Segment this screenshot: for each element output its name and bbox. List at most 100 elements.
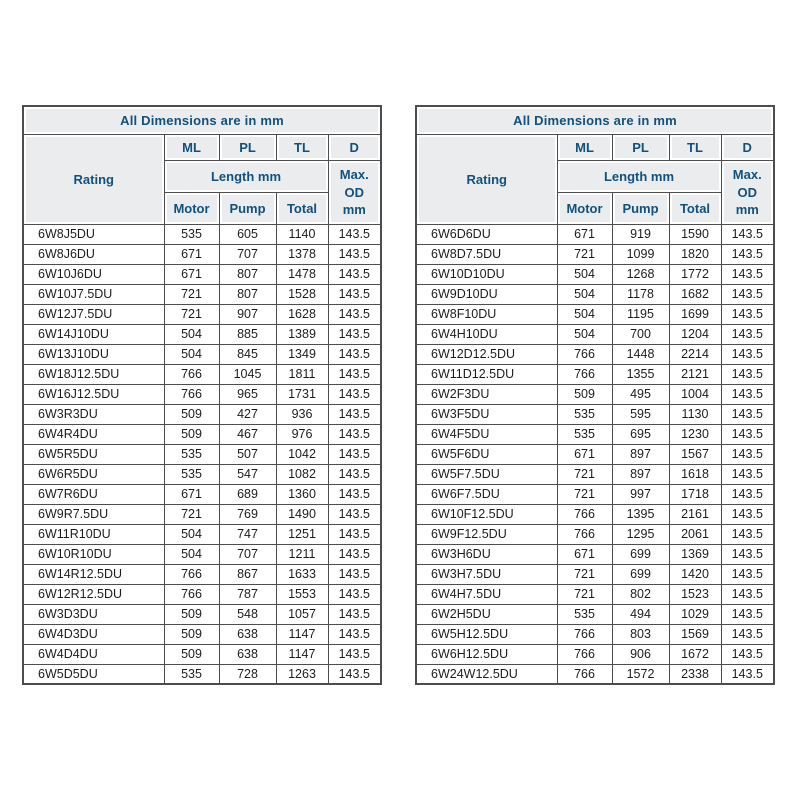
- max-od-cell: 143.5: [720, 363, 775, 385]
- motor-length-cell: 766: [556, 663, 613, 685]
- rating-cell: 6W9F12.5DU: [415, 523, 558, 545]
- motor-length-cell: 671: [163, 243, 220, 265]
- max-od-cell: 143.5: [720, 663, 775, 685]
- dimensions-table-right: All Dimensions are in mm Rating ML PL TL…: [415, 105, 775, 686]
- rating-cell: 6W6R5DU: [22, 463, 165, 485]
- table-row: 6W14J10DU 504 885 1389 143.5: [22, 323, 382, 345]
- rating-cell: 6W3D3DU: [22, 603, 165, 625]
- pump-length-cell: 689: [218, 483, 277, 505]
- motor-length-cell: 535: [163, 443, 220, 465]
- total-length-cell: 1204: [668, 323, 722, 345]
- rating-cell: 6W6F7.5DU: [415, 483, 558, 505]
- rating-cell: 6W9D10DU: [415, 283, 558, 305]
- col-header-motor: Motor: [163, 191, 220, 225]
- motor-length-cell: 535: [556, 423, 613, 445]
- max-od-cell: 143.5: [720, 543, 775, 565]
- total-length-cell: 2161: [668, 503, 722, 525]
- rating-cell: 6W3H6DU: [415, 543, 558, 565]
- caption-row: All Dimensions are in mm: [415, 105, 775, 135]
- motor-length-cell: 504: [556, 303, 613, 325]
- total-length-cell: 1420: [668, 563, 722, 585]
- total-length-cell: 2338: [668, 663, 722, 685]
- motor-length-cell: 766: [556, 523, 613, 545]
- motor-length-cell: 721: [163, 303, 220, 325]
- pump-length-cell: 897: [611, 443, 670, 465]
- header-row-length: Length mm Max. OD mm: [416, 160, 775, 225]
- pump-length-cell: 638: [218, 623, 277, 645]
- max-od-cell: 143.5: [720, 383, 775, 405]
- rating-cell: 6W2H5DU: [415, 603, 558, 625]
- total-length-cell: 1478: [275, 263, 329, 285]
- max-od-cell: 143.5: [720, 603, 775, 625]
- rating-cell: 6W10D10DU: [415, 263, 558, 285]
- rating-cell: 6W5F6DU: [415, 443, 558, 465]
- col-header-ml: ML: [163, 134, 220, 161]
- motor-length-cell: 766: [556, 363, 613, 385]
- table-row: 6W24W12.5DU 766 1572 2338 143.5: [415, 663, 775, 685]
- total-length-cell: 1140: [275, 223, 329, 245]
- motor-length-cell: 721: [556, 483, 613, 505]
- max-od-cell: 143.5: [327, 663, 382, 685]
- table-row: 6W3R3DU 509 427 936 143.5: [22, 403, 382, 425]
- motor-length-cell: 504: [163, 543, 220, 565]
- total-length-cell: 1590: [668, 223, 722, 245]
- header-row-length: Length mm Max. OD mm: [23, 160, 382, 225]
- max-od-cell: 143.5: [720, 483, 775, 505]
- motor-length-cell: 671: [556, 223, 613, 245]
- pump-length-cell: 507: [218, 443, 277, 465]
- max-od-cell: 143.5: [327, 223, 382, 245]
- max-od-cell: 143.5: [720, 583, 775, 605]
- rating-cell: 6W16J12.5DU: [22, 383, 165, 405]
- total-length-cell: 1029: [668, 603, 722, 625]
- rating-cell: 6W12R12.5DU: [22, 583, 165, 605]
- rating-cell: 6W8F10DU: [415, 303, 558, 325]
- motor-length-cell: 671: [163, 263, 220, 285]
- max-od-cell: 143.5: [327, 363, 382, 385]
- col-header-pl: PL: [218, 134, 277, 161]
- pump-length-cell: 495: [611, 383, 670, 405]
- motor-length-cell: 509: [163, 403, 220, 425]
- max-od-cell: 143.5: [720, 443, 775, 465]
- motor-length-cell: 504: [556, 263, 613, 285]
- col-header-tl: TL: [275, 134, 329, 161]
- total-length-cell: 1567: [668, 443, 722, 465]
- motor-length-cell: 721: [163, 503, 220, 525]
- max-od-cell: 143.5: [327, 263, 382, 285]
- total-length-cell: 1772: [668, 263, 722, 285]
- rating-cell: 6W5H12.5DU: [415, 623, 558, 645]
- max-od-cell: 143.5: [720, 423, 775, 445]
- pump-length-cell: 1355: [611, 363, 670, 385]
- total-length-cell: 1672: [668, 643, 722, 665]
- col-header-pump: Pump: [218, 191, 277, 225]
- max-od-cell: 143.5: [720, 263, 775, 285]
- total-length-cell: 1523: [668, 583, 722, 605]
- pump-length-cell: 1448: [611, 343, 670, 365]
- max-od-cell: 143.5: [720, 623, 775, 645]
- table-row: 6W12R12.5DU 766 787 1553 143.5: [22, 583, 382, 605]
- pump-length-cell: 700: [611, 323, 670, 345]
- rating-cell: 6W8D7.5DU: [415, 243, 558, 265]
- total-length-cell: 2061: [668, 523, 722, 545]
- motor-length-cell: 535: [163, 463, 220, 485]
- motor-length-cell: 721: [556, 243, 613, 265]
- max-od-cell: 143.5: [327, 603, 382, 625]
- rating-cell: 6W8J5DU: [22, 223, 165, 245]
- max-od-cell: 143.5: [327, 323, 382, 345]
- max-od-cell: 143.5: [327, 443, 382, 465]
- table-row: 6W18J12.5DU 766 1045 1811 143.5: [22, 363, 382, 385]
- pump-length-cell: 695: [611, 423, 670, 445]
- max-od-cell: 143.5: [720, 323, 775, 345]
- table-caption: All Dimensions are in mm: [22, 105, 382, 135]
- total-length-cell: 1378: [275, 243, 329, 265]
- max-od-cell: 143.5: [720, 403, 775, 425]
- table-row: 6W9D10DU 504 1178 1682 143.5: [415, 283, 775, 305]
- total-length-cell: 1528: [275, 283, 329, 305]
- total-length-cell: 1263: [275, 663, 329, 685]
- col-header-d: D: [327, 134, 382, 161]
- total-length-cell: 1820: [668, 243, 722, 265]
- pump-length-cell: 1295: [611, 523, 670, 545]
- table-row: 6W8D7.5DU 721 1099 1820 143.5: [415, 243, 775, 265]
- pump-length-cell: 965: [218, 383, 277, 405]
- total-length-cell: 1349: [275, 343, 329, 365]
- pump-length-cell: 803: [611, 623, 670, 645]
